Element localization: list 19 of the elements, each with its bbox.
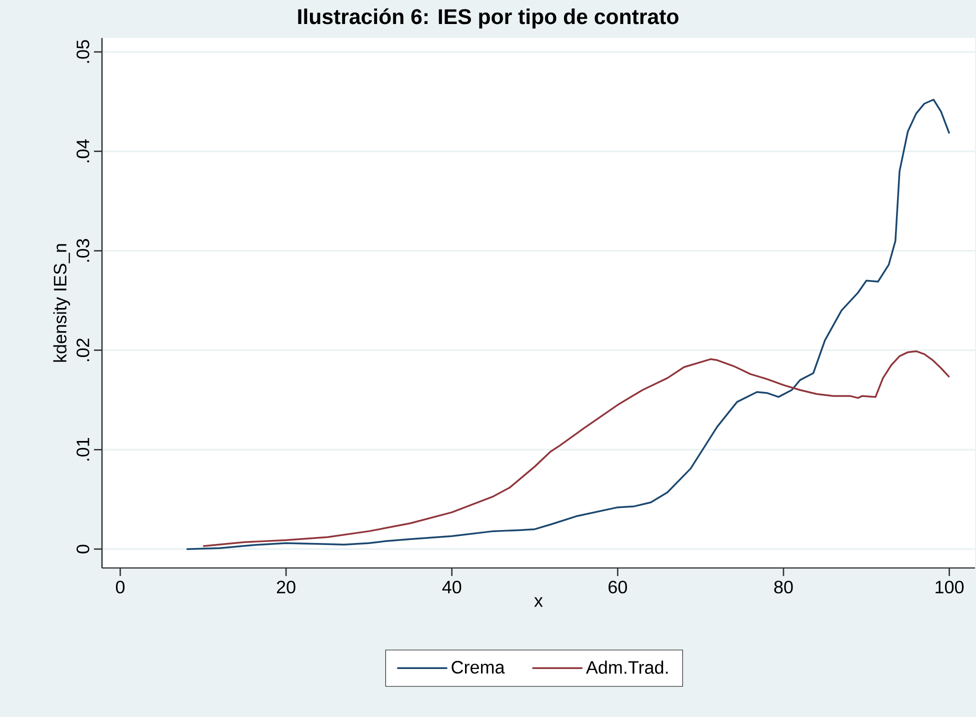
- x-tick-label: 100: [936, 580, 964, 594]
- y-tick-label: .01: [76, 438, 90, 461]
- y-tick-label: .03: [76, 239, 90, 262]
- y-tick-label: 0: [76, 544, 90, 554]
- y-tick-label: .02: [76, 338, 90, 362]
- chart-title: Ilustración 6: IES por tipo de contrato: [298, 8, 678, 28]
- legend-label: Adm.Trad.: [586, 660, 668, 674]
- x-tick-label: 0: [116, 580, 125, 594]
- line-series: [202, 350, 950, 547]
- line-series: [186, 98, 950, 550]
- y-tick-label: .05: [76, 40, 90, 63]
- y-tick-label: .04: [76, 139, 90, 162]
- x-tick-label: 40: [442, 580, 462, 594]
- x-tick-label: 60: [608, 580, 627, 594]
- x-tick-label: 20: [276, 580, 296, 594]
- x-tick-label: 80: [774, 580, 793, 594]
- legend-label: Crema: [452, 660, 505, 674]
- x-axis-title: x: [534, 597, 543, 607]
- y-axis-title: kdensity IES_n: [53, 244, 70, 362]
